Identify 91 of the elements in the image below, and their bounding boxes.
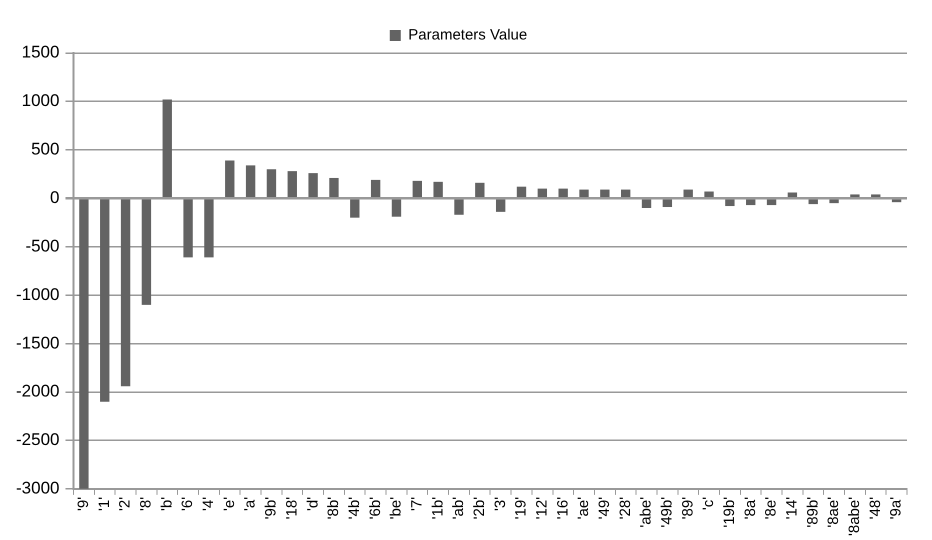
bar <box>412 180 422 198</box>
x-tick-label: '19' <box>512 496 530 520</box>
x-tick-label: 'c' <box>700 496 718 510</box>
x-tick-label: 'e' <box>220 496 238 511</box>
bar <box>496 200 506 212</box>
bar <box>120 200 130 386</box>
x-tick-label: '6' <box>179 496 196 511</box>
bar <box>308 173 318 198</box>
x-tick-label: '9a' <box>888 496 905 520</box>
y-tick-label: -3000 <box>16 478 60 498</box>
x-tick-label: '7' <box>408 496 426 511</box>
x-tick-label: '2b' <box>470 496 488 520</box>
x-tick-label: 'abe' <box>638 496 655 528</box>
x-tick-label: '3' <box>492 496 509 511</box>
x-tick-label: '9' <box>75 496 92 511</box>
x-tick-label: '4' <box>200 496 218 511</box>
y-tick-label: -2000 <box>16 382 60 401</box>
bar <box>454 200 464 215</box>
y-tick-label: 1500 <box>22 42 60 62</box>
x-tick-label: 'ae' <box>575 496 592 520</box>
bar <box>829 200 839 204</box>
x-tick-label: 'ab' <box>450 496 468 520</box>
bar <box>621 190 630 198</box>
x-tick-label: '48' <box>866 496 884 520</box>
bar <box>433 182 443 198</box>
bar <box>350 200 360 218</box>
x-tick-label: 'b' <box>158 496 176 511</box>
x-tick-label: '16' <box>554 496 572 520</box>
bar <box>162 99 172 198</box>
x-tick-label: '8ae' <box>825 496 842 528</box>
bar <box>600 190 610 198</box>
x-tick-label: 'a' <box>242 496 259 511</box>
bar <box>79 200 89 489</box>
bar <box>808 200 818 204</box>
bar <box>370 180 380 198</box>
bar <box>225 160 234 198</box>
bar <box>329 178 339 198</box>
x-tick-label: '89b' <box>804 496 822 528</box>
bar <box>475 182 485 198</box>
x-tick-label: '12' <box>533 496 550 520</box>
x-tick-label: 'd' <box>304 496 322 511</box>
y-tick-label: -1500 <box>16 333 60 352</box>
x-tick-label: '19b' <box>721 496 738 528</box>
x-tick-label: '14' <box>784 496 801 520</box>
x-tick-label: '8a' <box>742 496 759 520</box>
x-tick-label: '49b' <box>658 496 676 528</box>
y-tick-label: -2500 <box>16 430 60 450</box>
bar <box>246 165 256 198</box>
y-tick-label: 1000 <box>22 91 60 110</box>
y-tick-label: -1000 <box>16 284 60 304</box>
x-tick-label: '9b' <box>262 496 280 520</box>
bar <box>725 200 735 206</box>
bar <box>704 192 714 198</box>
x-tick-label: '8' <box>138 496 155 511</box>
bar <box>684 190 693 198</box>
x-tick-label: '89' <box>679 496 696 520</box>
y-tick-label: -500 <box>25 236 60 256</box>
bar <box>871 194 880 198</box>
bar <box>579 190 589 198</box>
x-tick-label: '1b' <box>429 496 446 520</box>
bar <box>558 188 568 198</box>
bar <box>788 192 798 198</box>
bar <box>516 186 526 198</box>
bar <box>204 200 214 258</box>
x-tick-label: '8abe' <box>846 496 864 536</box>
bar <box>642 200 652 208</box>
x-tick-label: '18' <box>283 496 300 520</box>
bar <box>746 200 756 206</box>
bar <box>392 200 402 217</box>
x-tick-label: '4b' <box>346 496 363 520</box>
bar <box>538 188 548 198</box>
x-tick-label: '1' <box>96 496 113 511</box>
x-tick-label: '6b' <box>366 496 384 520</box>
x-tick-label: '8b' <box>325 496 342 520</box>
bar <box>662 200 672 208</box>
y-tick-label: 500 <box>31 140 60 159</box>
x-tick-label: 'be' <box>388 496 405 520</box>
bar <box>100 200 110 402</box>
bar <box>183 200 193 258</box>
bar <box>142 200 152 305</box>
bar <box>266 169 276 198</box>
y-tick-label: 0 <box>50 188 60 207</box>
bar <box>766 200 776 206</box>
bar <box>850 194 860 198</box>
x-tick-label: '28' <box>616 496 634 520</box>
x-tick-label: '49' <box>596 496 613 520</box>
bar <box>288 171 297 198</box>
legend-label: Parameters Value <box>408 26 528 44</box>
bar <box>892 200 902 202</box>
x-tick-label: '2' <box>116 496 134 511</box>
x-tick-label: '8e' <box>762 496 780 520</box>
